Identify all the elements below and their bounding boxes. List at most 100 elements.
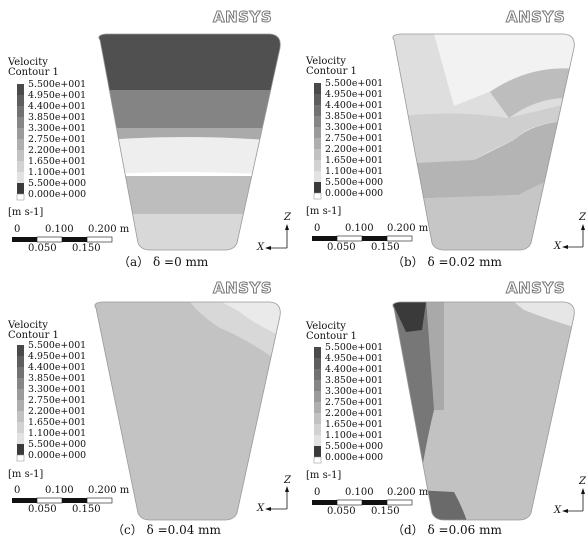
scale-label-0: 0 <box>314 487 321 498</box>
legend-value: 0.000e+000 <box>28 189 87 200</box>
axis-x-label: X <box>257 242 265 253</box>
legend-colorbar-a <box>16 84 25 201</box>
scale-label-0100: 0.100 <box>345 487 374 498</box>
legend-value: 2.200e+001 <box>325 408 384 419</box>
band-d4 <box>514 302 575 330</box>
axis-z-label: Z <box>284 475 291 486</box>
ansys-logo: ANSYS <box>505 279 566 298</box>
legend-colorbar-b <box>313 83 322 200</box>
legend-values: 5.500e+001 4.950e+001 4.400e+001 3.850e+… <box>28 79 86 200</box>
ansys-logo: ANSYS <box>212 8 273 27</box>
legend-values: 5.500e+001 4.950e+001 4.400e+001 3.850e+… <box>28 340 86 461</box>
axis-triad-c <box>265 486 289 511</box>
scale-label-0100: 0.100 <box>345 223 374 234</box>
scale-label-0050: 0.050 <box>327 506 356 517</box>
legend-value: 3.850e+001 <box>325 111 384 122</box>
scale-label-0050: 0.050 <box>28 243 57 254</box>
axis-z-label: Z <box>284 212 291 223</box>
axis-x-label: X <box>554 505 562 516</box>
contour-plot-c <box>12 301 281 521</box>
legend-value: 3.300e+001 <box>28 384 87 395</box>
legend-value: 5.500e+001 <box>28 79 87 90</box>
legend-value: 5.500e+000 <box>325 441 384 452</box>
legend-value: 1.650e+001 <box>28 417 87 428</box>
caption-d: （d） δ =0.06 mm <box>392 523 502 537</box>
axis-z-label: Z <box>579 212 586 223</box>
legend-value: 0.000e+000 <box>28 450 87 461</box>
legend-value: 0.000e+000 <box>325 452 384 463</box>
band-a2 <box>98 90 281 130</box>
legend-title-line1: Velocity <box>8 57 48 68</box>
legend-value: 1.650e+001 <box>28 156 87 167</box>
legend-value: 2.200e+001 <box>325 144 384 155</box>
axis-triad-b <box>562 224 585 249</box>
legend-value: 5.500e+001 <box>325 342 384 353</box>
legend-value: 2.750e+001 <box>28 395 87 406</box>
legend-value: 4.400e+001 <box>28 362 87 373</box>
ansys-logo: ANSYS <box>212 279 273 298</box>
legend-unit: [m s-1] <box>8 469 44 480</box>
domain-outline-c <box>94 301 281 521</box>
caption-c: （c） δ =0.04 mm <box>112 523 221 537</box>
legend-value: 3.300e+001 <box>325 122 384 133</box>
domain-outline-b <box>392 33 575 251</box>
band-b2 <box>490 68 575 118</box>
legend-values: 5.500e+001 4.950e+001 4.400e+001 3.850e+… <box>325 342 383 463</box>
legend-unit: [m s-1] <box>306 470 342 481</box>
contour-plot-d <box>312 301 575 521</box>
scale-label-0100: 0.100 <box>45 485 74 496</box>
legend-value: 2.750e+001 <box>325 397 384 408</box>
legend-value: 4.950e+001 <box>325 353 384 364</box>
legend-value: 3.300e+001 <box>325 386 384 397</box>
legend-value: 1.650e+001 <box>325 419 384 430</box>
scale-bar-c <box>12 497 113 504</box>
band-a4 <box>98 137 281 176</box>
legend-value: 1.100e+001 <box>325 166 384 177</box>
legend-value: 5.500e+000 <box>28 178 87 189</box>
legend-title-line2: Contour 1 <box>306 66 357 77</box>
legend-value: 2.750e+001 <box>325 133 384 144</box>
legend-value: 5.500e+000 <box>325 177 384 188</box>
band-d2 <box>392 302 426 332</box>
legend-value: 4.950e+001 <box>28 90 87 101</box>
scale-label-0150: 0.150 <box>371 242 400 253</box>
legend-value: 0.000e+000 <box>325 188 384 199</box>
legend-value: 1.100e+001 <box>28 167 87 178</box>
legend-value: 4.950e+001 <box>28 351 87 362</box>
axis-triad-a <box>265 224 289 250</box>
scale-label-0: 0 <box>14 224 21 235</box>
axis-x-label: X <box>554 241 562 252</box>
ansys-logo: ANSYS <box>505 8 566 27</box>
scale-label-0: 0 <box>14 485 21 496</box>
legend-value: 2.200e+001 <box>28 145 87 156</box>
legend-value: 5.500e+000 <box>28 439 87 450</box>
scale-label-0050: 0.050 <box>28 504 57 515</box>
panel-d: ANSYS Velocity Contour 1 5.500e+001 4.95… <box>294 270 588 540</box>
domain-outline-a <box>98 33 281 251</box>
scale-label-0200: 0.200 m <box>88 485 130 496</box>
contour-plot-a <box>12 33 281 251</box>
legend-unit: [m s-1] <box>8 207 44 218</box>
panel-c: ANSYS Velocity Contour 1 5.500e+001 4.95… <box>0 270 294 540</box>
legend-value: 3.850e+001 <box>28 373 87 384</box>
legend-title-line1: Velocity <box>306 56 346 67</box>
legend-title-line1: Velocity <box>306 321 346 332</box>
legend-value: 1.650e+001 <box>325 155 384 166</box>
band-a1 <box>98 34 281 90</box>
contour-plot-b <box>312 33 575 251</box>
legend-value: 5.500e+001 <box>28 340 87 351</box>
legend-value: 1.100e+001 <box>325 430 384 441</box>
legend-values: 5.500e+001 4.950e+001 4.400e+001 3.850e+… <box>325 78 383 199</box>
scale-label-0150: 0.150 <box>371 506 400 517</box>
axis-triad-d <box>562 488 585 513</box>
band-b3 <box>392 100 575 165</box>
legend-unit: [m s-1] <box>306 206 342 217</box>
legend-colorbar-c <box>16 345 25 462</box>
band-b1 <box>434 34 575 106</box>
legend-value: 3.850e+001 <box>28 112 87 123</box>
legend-value: 4.950e+001 <box>325 89 384 100</box>
band-d3 <box>426 302 444 410</box>
legend-value: 3.850e+001 <box>325 375 384 386</box>
scale-label-0: 0 <box>314 223 321 234</box>
scale-bar-d <box>312 499 413 506</box>
